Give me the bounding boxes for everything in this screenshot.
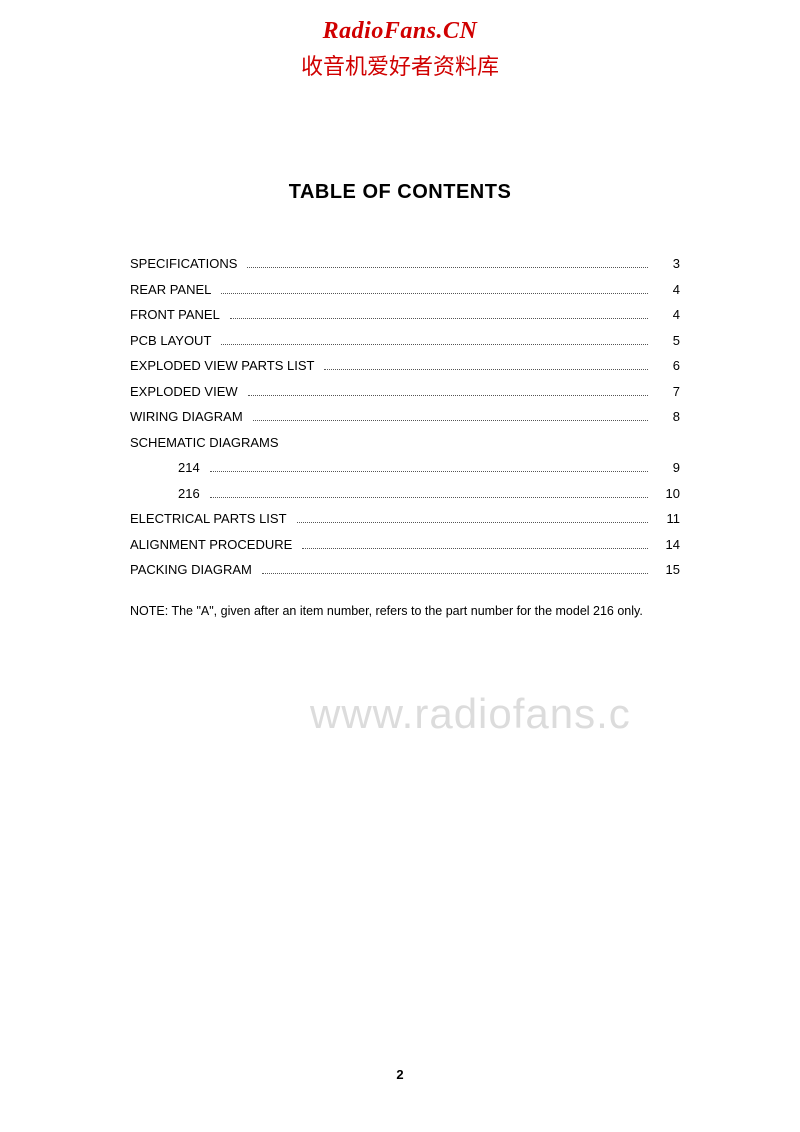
toc-label: WIRING DIAGRAM <box>130 407 249 427</box>
page-number: 2 <box>0 1067 800 1082</box>
toc-leader-dots <box>248 394 648 396</box>
toc-label: SPECIFICATIONS <box>130 254 243 274</box>
toc-leader-dots <box>221 343 648 345</box>
toc-label: 214 <box>130 458 206 478</box>
note-text: NOTE: The "A", given after an item numbe… <box>130 604 680 618</box>
toc-label: EXPLODED VIEW <box>130 382 244 402</box>
toc-page-number: 15 <box>652 560 680 580</box>
toc-leader-dots <box>210 496 648 498</box>
toc-leader-dots <box>230 317 648 319</box>
toc-row: SCHEMATIC DIAGRAMS <box>130 433 680 453</box>
toc-row: 216 10 <box>130 484 680 504</box>
toc-label: ALIGNMENT PROCEDURE <box>130 535 298 555</box>
toc-row: REAR PANEL 4 <box>130 280 680 300</box>
toc-label: FRONT PANEL <box>130 305 226 325</box>
toc-title: TABLE OF CONTENTS <box>0 181 800 204</box>
toc-label: 216 <box>130 484 206 504</box>
toc-row: ELECTRICAL PARTS LIST 11 <box>130 509 680 529</box>
toc-page-number: 3 <box>652 254 680 274</box>
toc-page-number: 11 <box>652 509 680 529</box>
toc-page-number: 7 <box>652 382 680 402</box>
toc-label: PACKING DIAGRAM <box>130 560 258 580</box>
table-of-contents: SPECIFICATIONS 3 REAR PANEL 4 FRONT PANEL 4 PC… <box>130 254 680 580</box>
toc-row: ALIGNMENT PROCEDURE 14 <box>130 535 680 555</box>
toc-label: ELECTRICAL PARTS LIST <box>130 509 293 529</box>
toc-page-number: 10 <box>652 484 680 504</box>
toc-page-number: 5 <box>652 331 680 351</box>
watermark-text: www.radiofans.c <box>310 690 631 738</box>
toc-leader-dots <box>324 368 648 370</box>
toc-row: FRONT PANEL 4 <box>130 305 680 325</box>
toc-page-number: 8 <box>652 407 680 427</box>
toc-page-number: 6 <box>652 356 680 376</box>
toc-leader-dots <box>247 266 648 268</box>
site-subtitle: 收音机爱好者资料库 <box>0 49 800 81</box>
site-title: RadioFans.CN <box>0 18 800 45</box>
toc-page-number: 14 <box>652 535 680 555</box>
toc-row: SPECIFICATIONS 3 <box>130 254 680 274</box>
toc-row: EXPLODED VIEW 7 <box>130 382 680 402</box>
toc-label: PCB LAYOUT <box>130 331 217 351</box>
toc-leader-dots <box>302 547 648 549</box>
toc-row: EXPLODED VIEW PARTS LIST 6 <box>130 356 680 376</box>
toc-row: WIRING DIAGRAM 8 <box>130 407 680 427</box>
toc-leader-dots <box>297 521 648 523</box>
toc-label: REAR PANEL <box>130 280 217 300</box>
toc-page-number: 9 <box>652 458 680 478</box>
page-header: RadioFans.CN 收音机爱好者资料库 <box>0 0 800 81</box>
toc-page-number: 4 <box>652 305 680 325</box>
toc-leader-dots <box>210 470 648 472</box>
toc-label: EXPLODED VIEW PARTS LIST <box>130 356 320 376</box>
toc-leader-dots <box>253 419 648 421</box>
toc-row: 214 9 <box>130 458 680 478</box>
toc-leader-dots <box>262 572 648 574</box>
toc-row: PACKING DIAGRAM 15 <box>130 560 680 580</box>
toc-page-number: 4 <box>652 280 680 300</box>
toc-row: PCB LAYOUT 5 <box>130 331 680 351</box>
toc-leader-dots <box>221 292 648 294</box>
toc-label: SCHEMATIC DIAGRAMS <box>130 433 285 453</box>
